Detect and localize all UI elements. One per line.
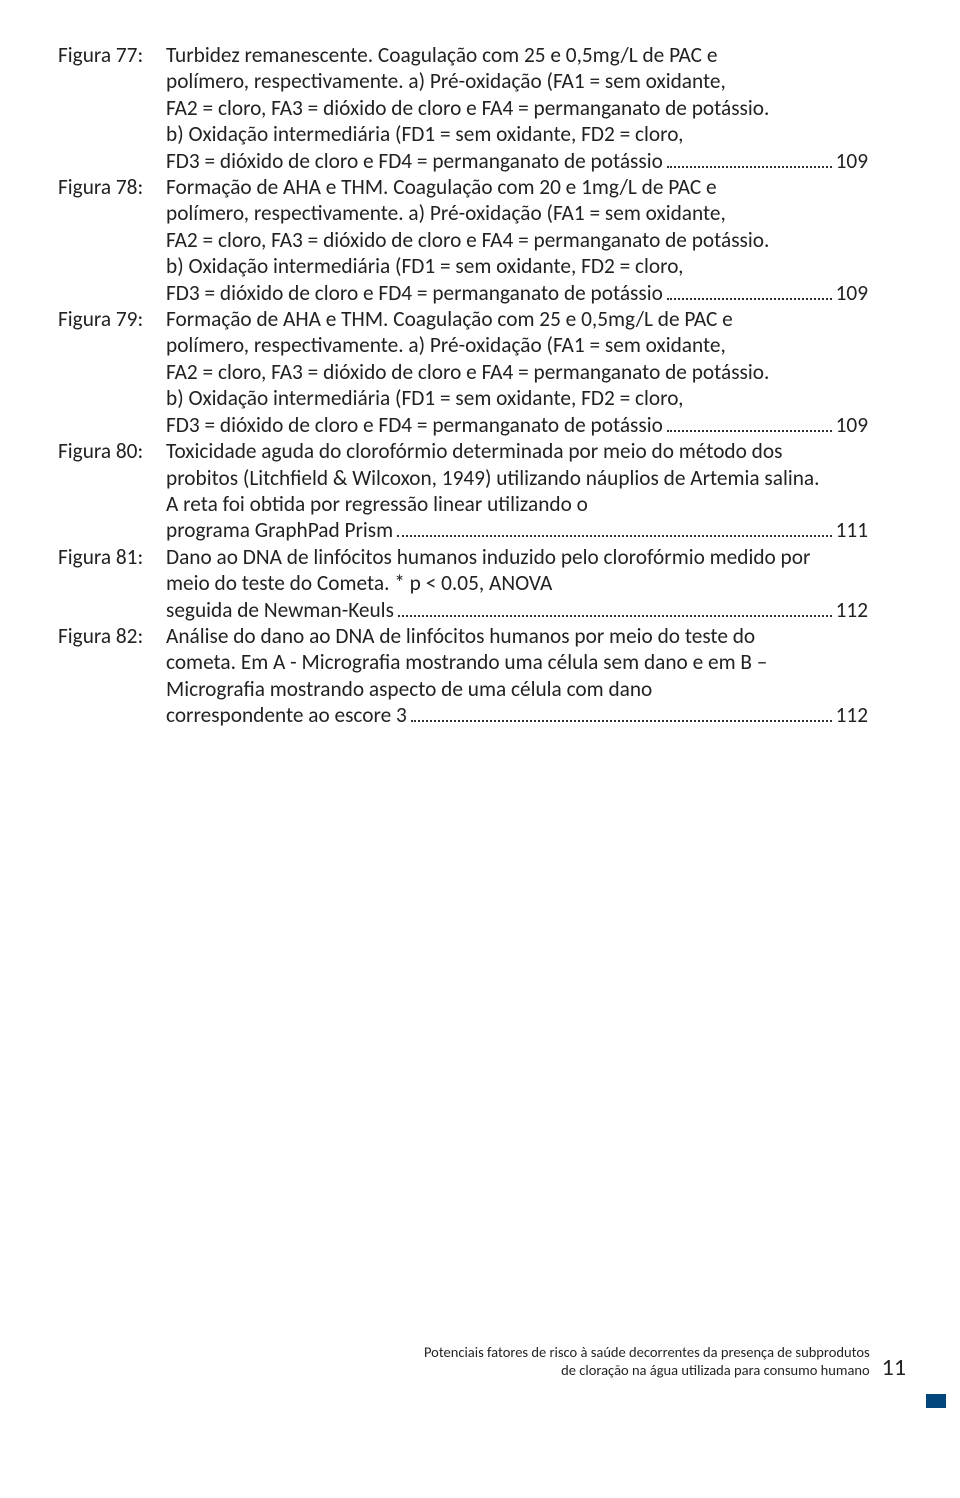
figure-text-line: polímero, respectivamente. a) Pré-oxidaç…: [166, 332, 868, 358]
figure-text: FA2 = cloro, FA3 = dióxido de cloro e FA…: [166, 359, 769, 385]
dot-leader: [667, 417, 832, 432]
figure-entry: Figura 79:Formação de AHA e THM. Coagula…: [58, 306, 868, 438]
figure-page-ref: 112: [836, 597, 868, 623]
figure-text: FD3 = dióxido de cloro e FD4 = permangan…: [166, 280, 663, 306]
figure-text-line: cometa. Em A - Micrografia mostrando uma…: [166, 649, 868, 675]
figure-text-line: Turbidez remanescente. Coagulação com 25…: [166, 42, 868, 68]
figure-text-line: Toxicidade aguda do clorofórmio determin…: [166, 438, 868, 464]
figure-text: Toxicidade aguda do clorofórmio determin…: [166, 438, 782, 464]
figure-text-line: FA2 = cloro, FA3 = dióxido de cloro e FA…: [166, 95, 868, 121]
figure-entry: Figura 81:Dano ao DNA de linfócitos huma…: [58, 544, 868, 623]
figure-text: polímero, respectivamente. a) Pré-oxidaç…: [166, 68, 726, 94]
figure-text-line: Análise do dano ao DNA de linfócitos hum…: [166, 623, 868, 649]
figure-text-line: Formação de AHA e THM. Coagulação com 20…: [166, 174, 868, 200]
figure-text-line: polímero, respectivamente. a) Pré-oxidaç…: [166, 200, 868, 226]
figure-text: b) Oxidação intermediária (FD1 = sem oxi…: [166, 121, 683, 147]
figure-body: Dano ao DNA de linfócitos humanos induzi…: [166, 544, 868, 623]
dot-leader: [398, 602, 832, 617]
footer-text-line-1: Potenciais fatores de risco à saúde deco…: [424, 1343, 870, 1362]
figure-text: b) Oxidação intermediária (FD1 = sem oxi…: [166, 253, 683, 279]
footer-accent-bar: [926, 1394, 946, 1408]
figure-text-line: Micrografia mostrando aspecto de uma cél…: [166, 676, 868, 702]
page: Figura 77:Turbidez remanescente. Coagula…: [0, 0, 960, 1498]
figure-page-ref: 111: [836, 517, 868, 543]
figure-label: Figura 80:: [58, 438, 166, 464]
figure-page-ref: 109: [836, 280, 868, 306]
figure-text: Turbidez remanescente. Coagulação com 25…: [166, 42, 717, 68]
figure-text-line: probitos (Litchfield & Wilcoxon, 1949) u…: [166, 465, 868, 491]
page-footer: Potenciais fatores de risco à saúde deco…: [424, 1343, 906, 1408]
figure-label: Figura 82:: [58, 623, 166, 649]
figure-entry: Figura 78:Formação de AHA e THM. Coagula…: [58, 174, 868, 306]
figure-text-line: FA2 = cloro, FA3 = dióxido de cloro e FA…: [166, 359, 868, 385]
figure-text: Análise do dano ao DNA de linfócitos hum…: [166, 623, 755, 649]
figure-text-line: A reta foi obtida por regressão linear u…: [166, 491, 868, 517]
figure-text: probitos (Litchfield & Wilcoxon, 1949) u…: [166, 465, 820, 491]
figure-list: Figura 77:Turbidez remanescente. Coagula…: [58, 42, 868, 729]
figure-label: Figura 78:: [58, 174, 166, 200]
figure-text: polímero, respectivamente. a) Pré-oxidaç…: [166, 200, 726, 226]
figure-text-line: polímero, respectivamente. a) Pré-oxidaç…: [166, 68, 868, 94]
footer-text-block: Potenciais fatores de risco à saúde deco…: [424, 1343, 870, 1380]
figure-page-ref: 109: [836, 148, 868, 174]
figure-text-line-last: programa GraphPad Prism 111: [166, 517, 868, 543]
figure-text: b) Oxidação intermediária (FD1 = sem oxi…: [166, 385, 683, 411]
figure-label: Figura 81:: [58, 544, 166, 570]
figure-body: Toxicidade aguda do clorofórmio determin…: [166, 438, 868, 544]
figure-entry: Figura 77:Turbidez remanescente. Coagula…: [58, 42, 868, 174]
figure-text: A reta foi obtida por regressão linear u…: [166, 491, 588, 517]
figure-text-line-last: correspondente ao escore 3 112: [166, 702, 868, 728]
footer-text-line-2: de cloração na água utilizada para consu…: [424, 1361, 870, 1380]
figure-text: FD3 = dióxido de cloro e FD4 = permangan…: [166, 412, 663, 438]
figure-text: correspondente ao escore 3: [166, 702, 407, 728]
figure-text: FD3 = dióxido de cloro e FD4 = permangan…: [166, 148, 663, 174]
figure-text: meio do teste do Cometa. * p < 0.05, ANO…: [166, 570, 552, 596]
figure-text-line: b) Oxidação intermediária (FD1 = sem oxi…: [166, 253, 868, 279]
figure-text: FA2 = cloro, FA3 = dióxido de cloro e FA…: [166, 95, 769, 121]
figure-text-line-last: FD3 = dióxido de cloro e FD4 = permangan…: [166, 148, 868, 174]
figure-body: Formação de AHA e THM. Coagulação com 25…: [166, 306, 868, 438]
figure-entry: Figura 82:Análise do dano ao DNA de linf…: [58, 623, 868, 729]
figure-text: polímero, respectivamente. a) Pré-oxidaç…: [166, 332, 726, 358]
footer-page-number: 11: [882, 1356, 906, 1380]
figure-text-line: meio do teste do Cometa. * p < 0.05, ANO…: [166, 570, 868, 596]
figure-text: FA2 = cloro, FA3 = dióxido de cloro e FA…: [166, 227, 769, 253]
figure-page-ref: 109: [836, 412, 868, 438]
figure-text-line: b) Oxidação intermediária (FD1 = sem oxi…: [166, 121, 868, 147]
figure-text: cometa. Em A - Micrografia mostrando uma…: [166, 649, 767, 675]
figure-text: Micrografia mostrando aspecto de uma cél…: [166, 676, 652, 702]
figure-body: Análise do dano ao DNA de linfócitos hum…: [166, 623, 868, 729]
figure-text: Formação de AHA e THM. Coagulação com 20…: [166, 174, 717, 200]
dot-leader: [411, 707, 832, 722]
figure-label: Figura 79:: [58, 306, 166, 332]
figure-text-line: FA2 = cloro, FA3 = dióxido de cloro e FA…: [166, 227, 868, 253]
figure-text: Dano ao DNA de linfócitos humanos induzi…: [166, 544, 810, 570]
figure-text: seguida de Newman-Keuls: [166, 597, 394, 623]
figure-text-line: Dano ao DNA de linfócitos humanos induzi…: [166, 544, 868, 570]
figure-text-line-last: FD3 = dióxido de cloro e FD4 = permangan…: [166, 280, 868, 306]
dot-leader: [397, 523, 831, 538]
footer-line: Potenciais fatores de risco à saúde deco…: [424, 1343, 906, 1380]
figure-text-line: Formação de AHA e THM. Coagulação com 25…: [166, 306, 868, 332]
figure-text: programa GraphPad Prism: [166, 517, 393, 543]
dot-leader: [667, 153, 832, 168]
figure-text-line-last: seguida de Newman-Keuls 112: [166, 597, 868, 623]
figure-text-line: b) Oxidação intermediária (FD1 = sem oxi…: [166, 385, 868, 411]
figure-entry: Figura 80:Toxicidade aguda do clorofórmi…: [58, 438, 868, 544]
figure-body: Turbidez remanescente. Coagulação com 25…: [166, 42, 868, 174]
figure-body: Formação de AHA e THM. Coagulação com 20…: [166, 174, 868, 306]
figure-text-line-last: FD3 = dióxido de cloro e FD4 = permangan…: [166, 412, 868, 438]
dot-leader: [667, 285, 832, 300]
figure-text: Formação de AHA e THM. Coagulação com 25…: [166, 306, 733, 332]
figure-page-ref: 112: [836, 702, 868, 728]
figure-label: Figura 77:: [58, 42, 166, 68]
